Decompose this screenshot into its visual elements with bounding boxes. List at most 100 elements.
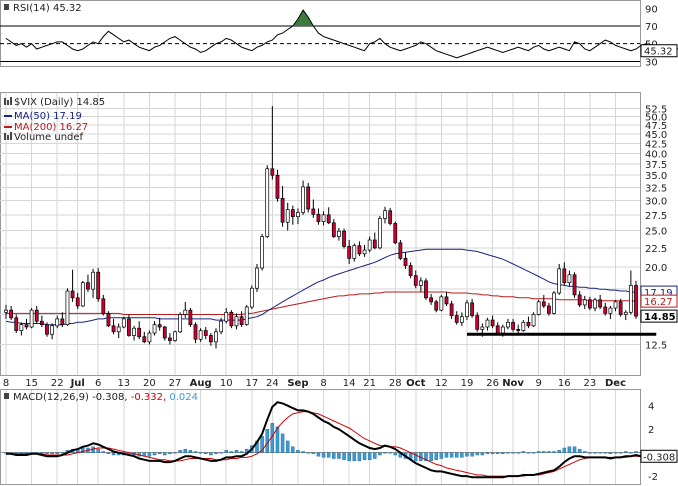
price-tick-label: 52.5 — [645, 105, 667, 116]
macd-histogram-bar — [383, 452, 387, 454]
macd-histogram-bar — [234, 450, 239, 453]
x-tick-label: 21 — [363, 378, 376, 389]
macd-histogram-bar — [326, 452, 331, 458]
price-last-value-box — [640, 294, 678, 308]
candle-body — [296, 212, 300, 218]
macd-histogram-bar — [311, 452, 316, 455]
macd-histogram-bar — [204, 452, 208, 455]
candle-body — [547, 305, 551, 314]
macd-histogram-bar — [183, 448, 188, 453]
macd-histogram-bar — [214, 452, 218, 455]
macd-histogram-bar — [598, 452, 602, 454]
candle-body — [480, 326, 485, 330]
candle-body — [290, 209, 295, 218]
price-tick-label: 20.0 — [645, 263, 667, 274]
macd-histogram-bar — [583, 451, 587, 453]
price-tick-label: 50.0 — [645, 113, 667, 124]
candle-body — [454, 315, 459, 323]
macd-histogram-bar — [280, 433, 285, 453]
candle-body — [475, 315, 480, 330]
candle-body — [424, 280, 428, 299]
candle-body — [183, 309, 188, 315]
candle-body — [582, 299, 587, 306]
macd-histogram-bar — [542, 451, 546, 453]
macd-histogram-bar — [209, 452, 213, 456]
macd-histogram-bar — [444, 452, 449, 458]
macd-histogram-bar — [429, 452, 433, 462]
macd-histogram-bar — [198, 452, 203, 454]
candle-body — [208, 335, 213, 343]
macd-histogram-bar — [188, 450, 193, 453]
candle-body — [275, 174, 280, 199]
candle-body — [29, 309, 34, 328]
macd-histogram-bar — [342, 452, 346, 460]
candle-body — [311, 208, 316, 215]
rsi-overbought-fill — [292, 10, 314, 26]
macd-histogram-bar — [367, 452, 372, 460]
candle-body — [634, 285, 638, 317]
candle-body — [342, 230, 346, 247]
candle-body — [75, 297, 80, 307]
candle-body — [439, 296, 444, 311]
macd-histogram-bar — [224, 450, 228, 453]
price-tick-label: 25.0 — [645, 227, 667, 238]
candle-body — [526, 321, 531, 327]
candle-body — [280, 198, 285, 223]
candle-body — [60, 318, 65, 326]
candle-body — [101, 298, 106, 314]
macd-histogram-bar — [55, 452, 59, 455]
candle-body — [511, 321, 515, 330]
macd-histogram-bar — [572, 446, 577, 453]
macd-histogram-bar — [608, 452, 613, 455]
rsi-legend-text: RSI(14) 45.32 — [13, 3, 82, 14]
ma50-line — [5, 248, 637, 326]
rsi-panel: 90705030 RSI(14) 45.32 45.32 — [0, 0, 678, 68]
macd-histogram-bar — [629, 452, 633, 454]
macd-histogram-bar — [306, 452, 310, 454]
macd-legend-text: MACD(12,26,9) -0.308, -0.332, 0.024 — [13, 392, 198, 403]
price-last-value: 16.27 — [644, 297, 673, 308]
macd-histogram-bar — [157, 452, 162, 455]
candle-body — [306, 186, 311, 210]
x-tick-label: 10 — [220, 378, 233, 389]
macd-histogram-bar — [332, 452, 336, 459]
candle-body — [362, 249, 367, 255]
candle-body — [132, 327, 136, 336]
candle-body — [80, 282, 85, 307]
candle-body — [577, 294, 582, 306]
candle-body — [372, 239, 377, 249]
candle-body — [485, 319, 490, 328]
price-last-value: 14.85 — [644, 312, 676, 323]
price-legend-volume: Volume undef — [4, 132, 84, 143]
macd-histogram-bar — [106, 452, 111, 455]
macd-histogram-bar — [50, 452, 54, 455]
candle-body — [608, 307, 613, 314]
candle-body — [39, 320, 44, 326]
macd-histogram-bar — [163, 452, 167, 456]
macd-histogram-bar — [618, 452, 623, 454]
candle-body — [55, 318, 60, 327]
macd-histogram-bar — [624, 451, 628, 453]
candle-body — [588, 299, 592, 309]
macd-histogram-bar — [321, 452, 326, 458]
candle-body — [111, 325, 116, 333]
ma200-line — [6, 291, 637, 315]
macd-histogram-bar — [562, 447, 567, 453]
x-tick-label: 19 — [461, 378, 474, 389]
macd-histogram-bar — [470, 452, 474, 457]
candle-body — [408, 265, 413, 276]
price-tick-label: 12.5 — [645, 340, 667, 351]
candle-body — [531, 314, 536, 327]
candle-body — [4, 309, 8, 313]
macd-histogram-bar — [147, 452, 152, 457]
candle-body — [168, 337, 172, 341]
candle-body — [9, 309, 14, 319]
macd-histogram-bar — [634, 451, 638, 453]
macd-histogram-bar — [449, 452, 454, 458]
candle-body — [337, 230, 341, 237]
macd-histogram-bar — [414, 452, 418, 462]
macd-histogram-bar — [567, 446, 572, 453]
candle-body — [45, 324, 49, 335]
candle-body — [173, 331, 177, 341]
macd-histogram-bar — [275, 426, 280, 453]
